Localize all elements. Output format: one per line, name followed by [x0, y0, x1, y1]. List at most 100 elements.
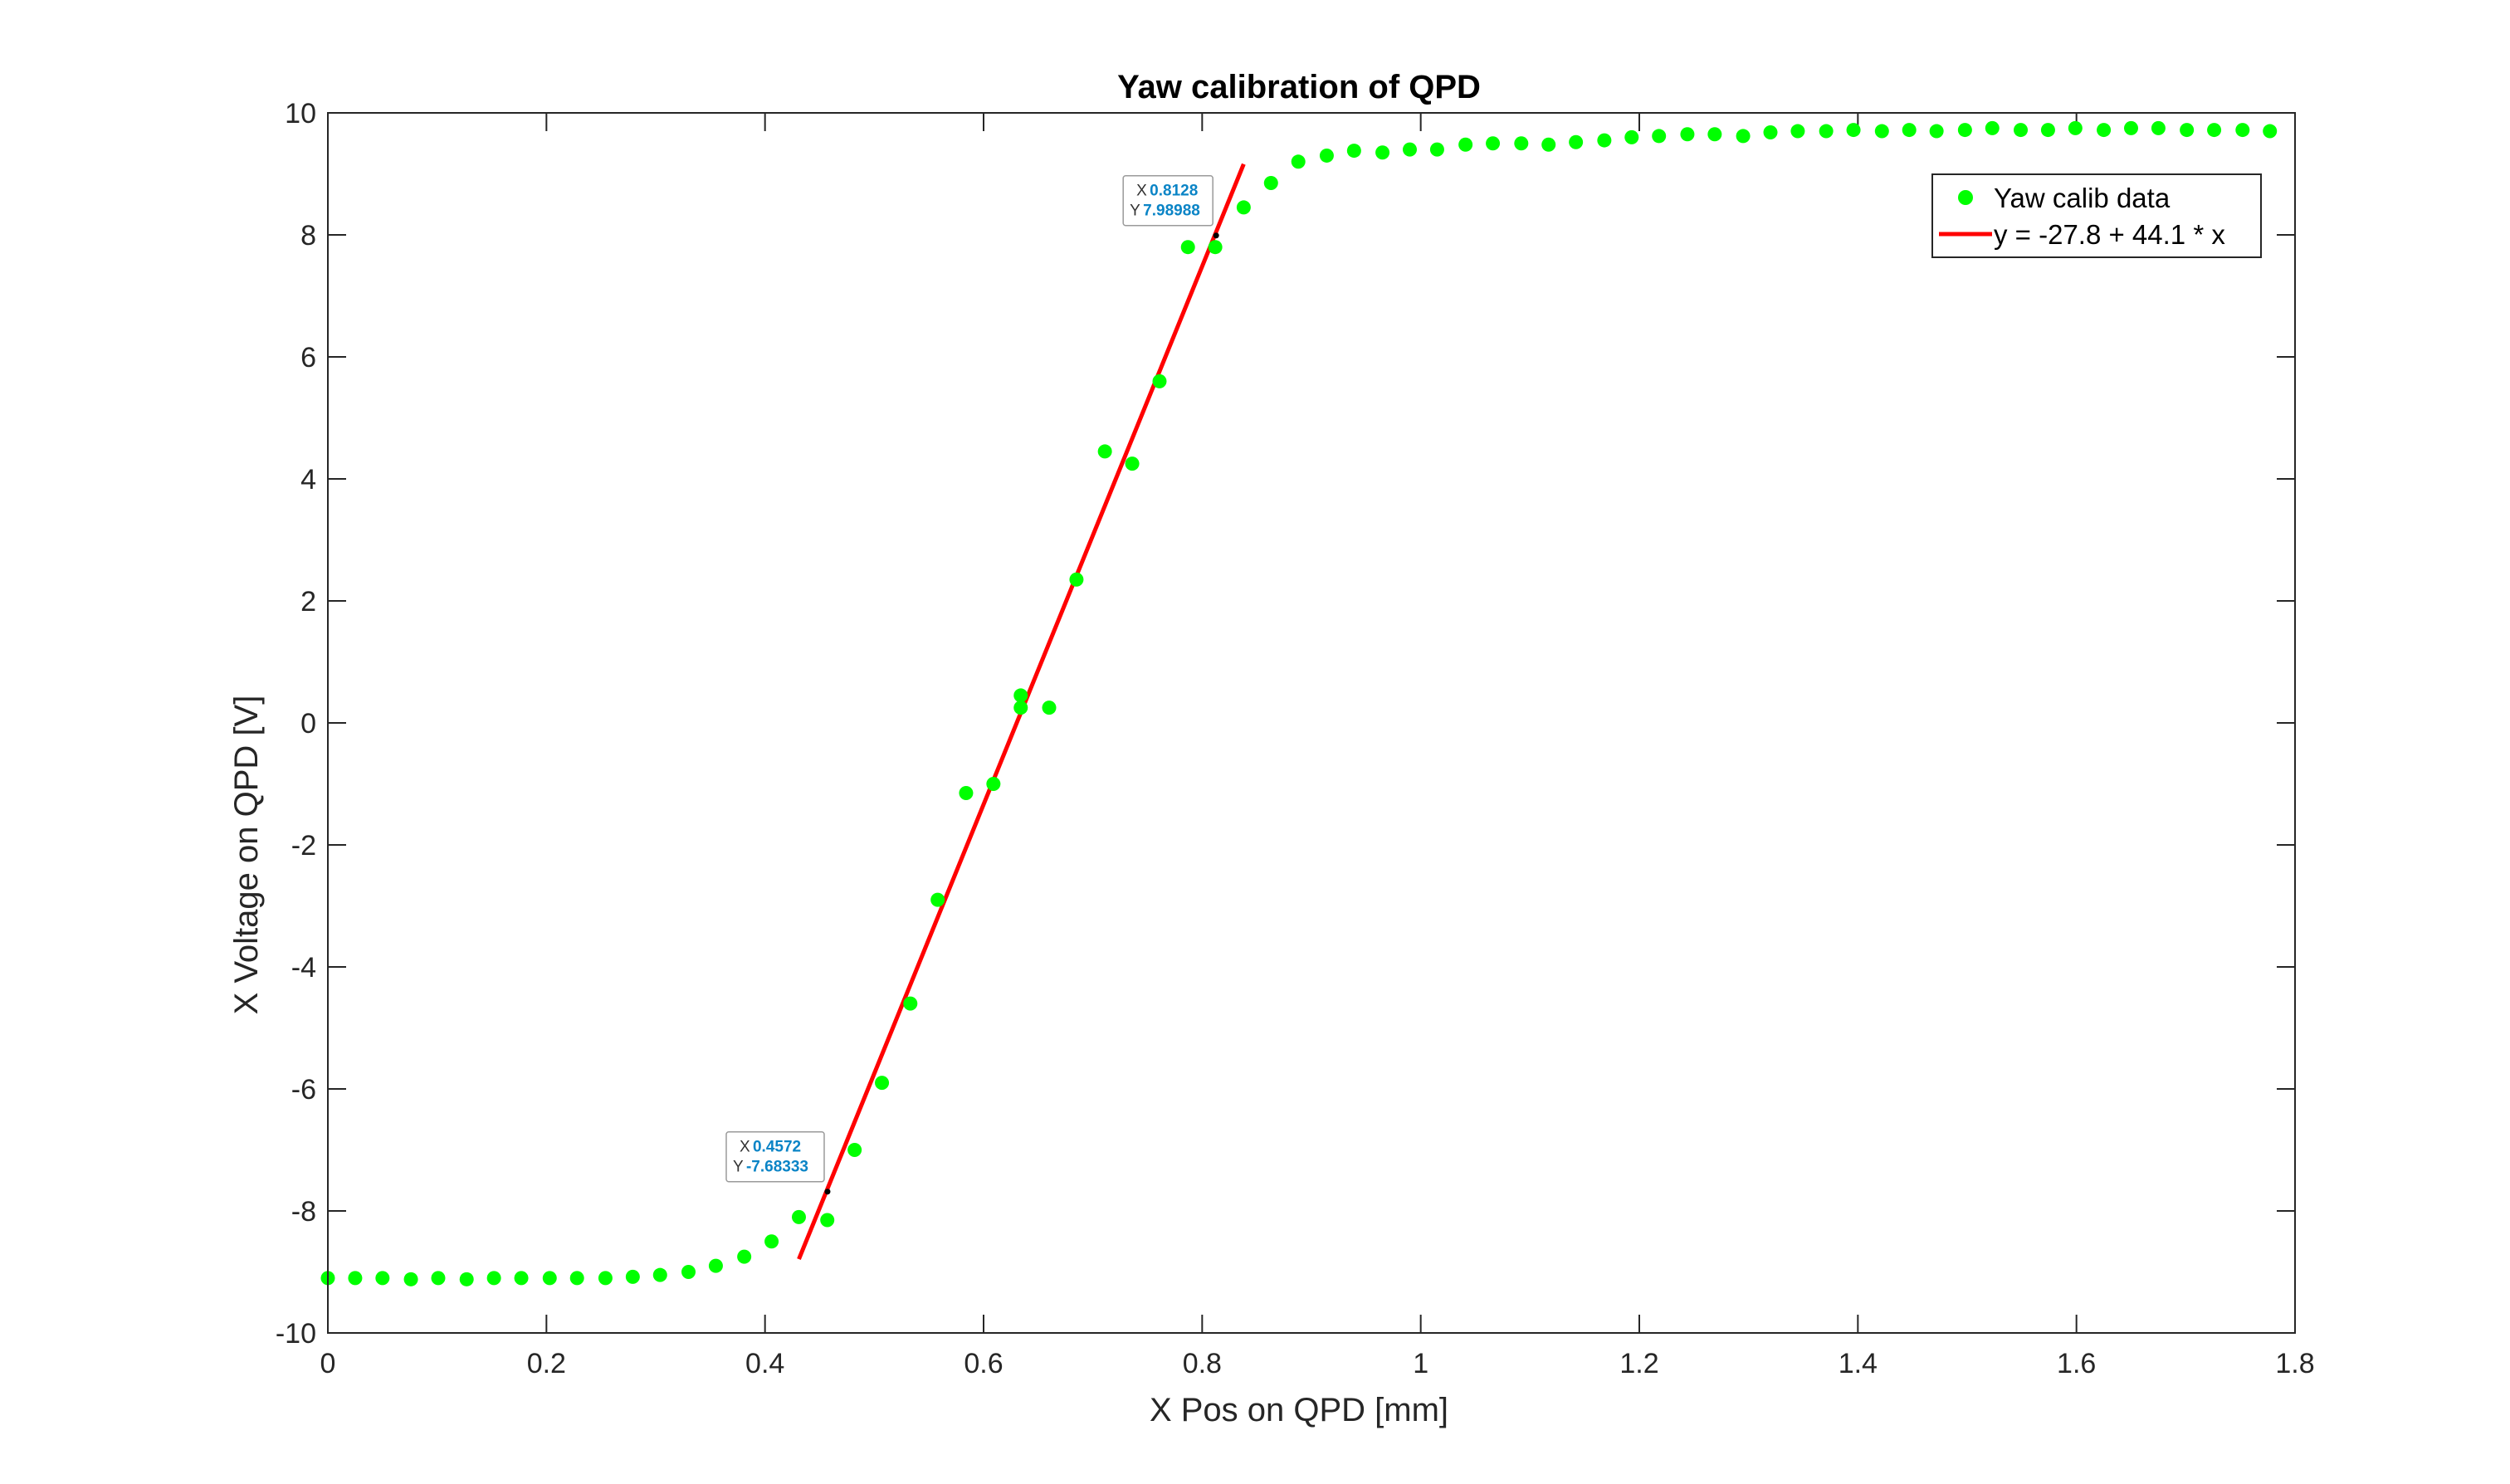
data-point	[1346, 144, 1361, 159]
x-tick-label: 0.4	[745, 1348, 784, 1379]
data-point	[1597, 133, 1612, 148]
data-point	[1180, 240, 1195, 255]
data-point	[2068, 120, 2083, 135]
data-point	[652, 1267, 667, 1282]
y-tick-label: 10	[285, 98, 316, 129]
y-tick-label: 2	[300, 586, 316, 618]
data-point	[542, 1271, 557, 1286]
datatip-marker	[824, 1189, 831, 1195]
datatip-box	[1122, 174, 1213, 227]
data-points-layer	[320, 120, 2278, 1286]
data-point	[847, 1143, 862, 1157]
datatip-lower[interactable]: X 0.4572 Y -7.68333	[725, 1130, 831, 1195]
data-point	[875, 1076, 890, 1091]
x-tick-label: 0	[320, 1348, 336, 1379]
x-tick-label: 0.8	[1183, 1348, 1222, 1379]
data-point	[1736, 129, 1751, 144]
data-point	[1013, 688, 1028, 703]
data-point	[1514, 136, 1529, 151]
datatip-x-key: X	[1136, 183, 1147, 200]
data-point	[375, 1271, 390, 1286]
data-point	[1152, 373, 1167, 388]
data-point	[486, 1271, 501, 1286]
data-point	[1819, 124, 1834, 139]
data-point	[598, 1271, 613, 1286]
data-point	[569, 1271, 584, 1286]
axes-box	[327, 112, 2296, 1334]
data-point	[1790, 124, 1805, 139]
data-point	[959, 786, 974, 801]
plot-area: 0 0.2 0.4 0.6 0.8 1 1.2 1.4 1.6 1.8 -10 -8 -6 -4 -2 0 2…	[276, 98, 2315, 1379]
data-point	[1429, 142, 1444, 157]
x-tick-label: 1.8	[2275, 1348, 2314, 1379]
data-point	[1042, 701, 1057, 715]
data-point	[1957, 123, 1972, 138]
data-point	[1929, 124, 1944, 139]
data-point	[1458, 137, 1473, 152]
y-tick-label: 8	[300, 220, 316, 251]
data-point	[1263, 176, 1278, 191]
data-point	[1375, 145, 1390, 160]
y-tick-label: 6	[300, 342, 316, 373]
x-tick-labels: 0 0.2 0.4 0.6 0.8 1 1.2 1.4 1.6 1.8	[320, 1348, 2315, 1379]
data-point	[930, 892, 945, 907]
y-tick-labels: -10 -8 -6 -4 -2 0 2 4 6 8 10	[276, 98, 316, 1350]
y-axis-label: X Voltage on QPD [V]	[228, 696, 265, 1015]
data-point	[1097, 444, 1112, 459]
datatip-marker	[1213, 232, 1219, 239]
x-tick-label: 0.2	[527, 1348, 566, 1379]
legend-entry-data: Yaw calib data	[1994, 183, 2171, 213]
data-point	[2235, 123, 2250, 138]
datatip-y-key: Y	[1130, 203, 1140, 220]
data-point	[1291, 154, 1306, 169]
y-tick-label: -4	[291, 952, 316, 984]
data-point	[1319, 148, 1334, 163]
data-point	[737, 1249, 752, 1264]
data-point	[1013, 701, 1028, 715]
data-point	[348, 1271, 363, 1286]
legend-box	[1931, 173, 2262, 258]
data-point	[1902, 123, 1917, 138]
data-point	[1846, 123, 1861, 138]
data-point	[459, 1272, 474, 1286]
data-point	[1569, 134, 1584, 149]
y-tick-label: -8	[291, 1196, 316, 1228]
y-tick-label: -10	[276, 1318, 316, 1350]
data-point	[1486, 136, 1501, 151]
data-point	[2040, 123, 2055, 138]
data-point	[820, 1213, 835, 1228]
data-point	[681, 1265, 696, 1279]
data-point	[764, 1234, 779, 1249]
datatip-x-value: 0.4572	[753, 1139, 801, 1156]
data-point	[2263, 124, 2278, 139]
y-tick-label: -6	[291, 1074, 316, 1106]
datatip-y-value: 7.98988	[1143, 203, 1200, 220]
data-point	[1125, 456, 1140, 471]
y-tick-label: 0	[300, 708, 316, 740]
x-tick-label: 1.2	[1619, 1348, 1658, 1379]
datatip-upper[interactable]: X 0.8128 Y 7.98988	[1122, 174, 1219, 239]
data-point	[2097, 123, 2112, 138]
legend-entry-fit: y = -27.8 + 44.1 * x	[1994, 219, 2225, 250]
data-point	[403, 1272, 418, 1286]
data-point	[1208, 240, 1223, 255]
legend[interactable]: Yaw calib data y = -27.8 + 44.1 * x	[1931, 173, 2262, 258]
x-tick-label: 1	[1413, 1348, 1428, 1379]
y-tick-label: -2	[291, 830, 316, 862]
data-point	[2124, 120, 2138, 135]
data-point	[2207, 123, 2222, 138]
data-point	[1652, 129, 1667, 144]
datatip-box	[725, 1130, 825, 1183]
data-point	[791, 1209, 806, 1224]
x-tick-label: 0.6	[964, 1348, 1003, 1379]
datatip-y-key: Y	[733, 1159, 744, 1176]
data-point	[1069, 572, 1084, 587]
data-point	[1763, 125, 1778, 140]
data-point	[1707, 127, 1722, 142]
x-tick-label: 1.6	[2057, 1348, 2096, 1379]
x-axis-label: X Pos on QPD [mm]	[1150, 1392, 1448, 1428]
data-point	[1624, 129, 1639, 144]
data-point	[1236, 200, 1251, 215]
y-tick-label: 4	[300, 464, 316, 495]
